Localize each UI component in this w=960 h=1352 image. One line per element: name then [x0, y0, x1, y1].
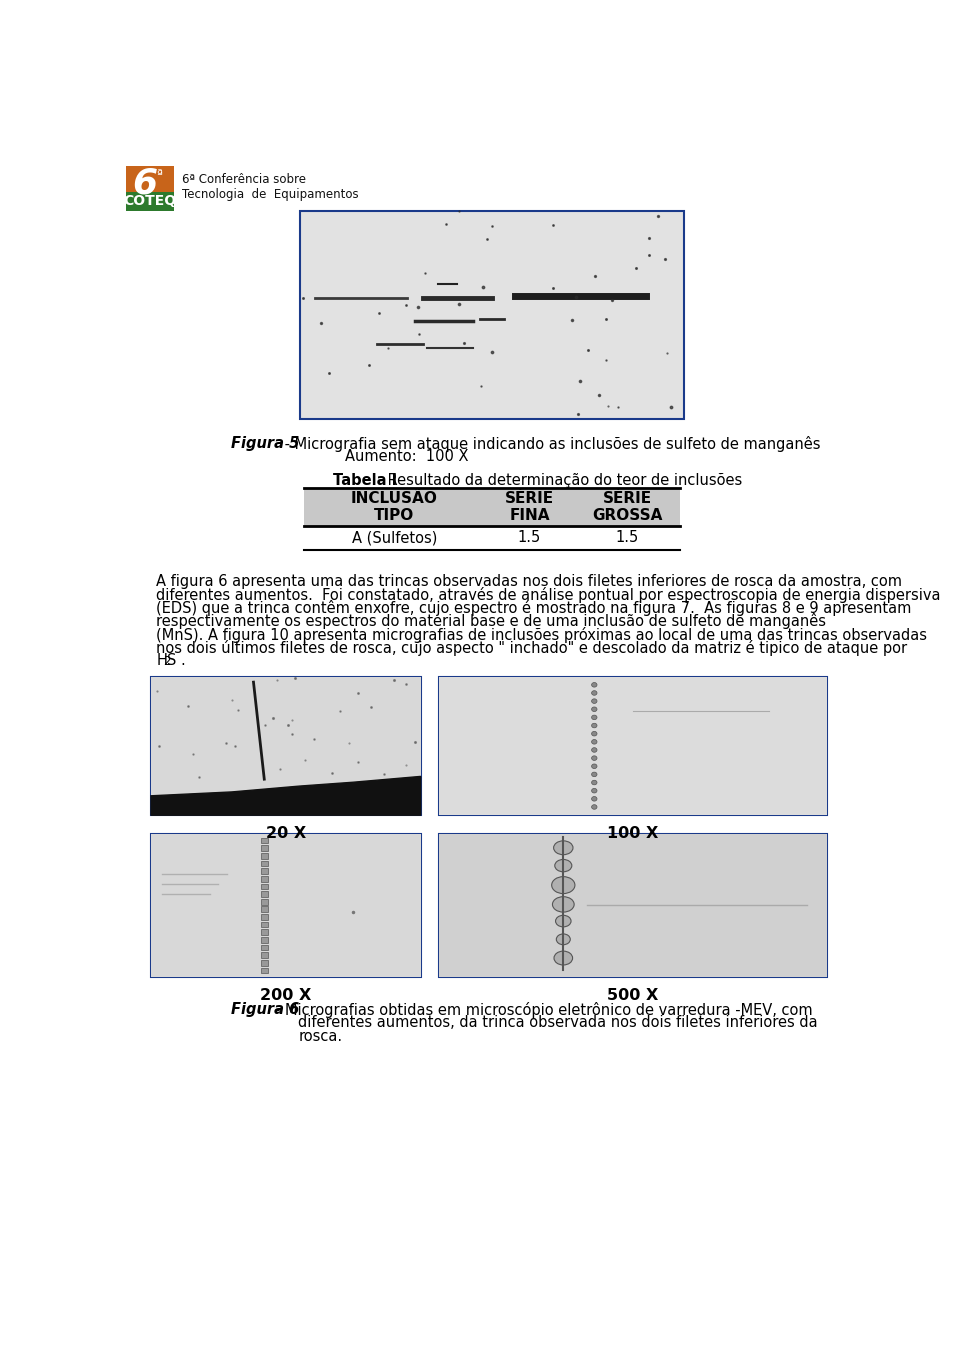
Text: 20 X: 20 X	[266, 826, 306, 841]
Ellipse shape	[591, 740, 597, 744]
Ellipse shape	[554, 950, 572, 965]
Bar	[261, 845, 268, 850]
Ellipse shape	[552, 876, 575, 894]
Text: 500 X: 500 X	[608, 988, 659, 1003]
Bar	[261, 906, 268, 913]
Text: nos dois últimos filetes de rosca, cujo aspecto " inchado" e descolado da matriz: nos dois últimos filetes de rosca, cujo …	[156, 639, 907, 656]
Ellipse shape	[591, 731, 597, 735]
Text: 100 X: 100 X	[608, 826, 659, 841]
Ellipse shape	[552, 896, 574, 913]
Text: (EDS) que a trinca contêm enxofre, cujo espectro é mostrado na figura 7.  As fig: (EDS) que a trinca contêm enxofre, cujo …	[156, 600, 912, 617]
Text: SÉRIE
FINA: SÉRIE FINA	[505, 491, 554, 523]
Text: Tabela I: Tabela I	[333, 473, 397, 488]
Bar	[261, 914, 268, 919]
Text: SÉRIE
GROSSA: SÉRIE GROSSA	[592, 491, 662, 523]
Text: A figura 6 apresenta uma das trincas observadas nos dois filetes inferiores de r: A figura 6 apresenta uma das trincas obs…	[156, 575, 902, 589]
Ellipse shape	[591, 715, 597, 719]
Ellipse shape	[591, 691, 597, 695]
Bar	[261, 853, 268, 859]
Text: 2: 2	[162, 654, 170, 668]
Ellipse shape	[591, 804, 597, 810]
Ellipse shape	[557, 934, 570, 945]
Text: - Micrografias obtidas em microscópio eletrônico de varredura -MEV, com: - Micrografias obtidas em microscópio el…	[275, 1002, 812, 1018]
Text: rosca.: rosca.	[299, 1029, 343, 1044]
Text: (MnS). A figura 10 apresenta micrografias de inclusões próximas ao local de uma : (MnS). A figura 10 apresenta micrografia…	[156, 626, 927, 642]
Text: Tecnologia  de  Equipamentos: Tecnologia de Equipamentos	[182, 188, 359, 201]
Text: diferentes aumentos, da trinca observada nos dois filetes inferiores da: diferentes aumentos, da trinca observada…	[299, 1015, 818, 1030]
Bar	[151, 834, 420, 977]
Bar	[261, 960, 268, 965]
Polygon shape	[151, 776, 420, 815]
Ellipse shape	[591, 707, 597, 711]
Ellipse shape	[555, 860, 572, 872]
Text: H: H	[156, 653, 167, 668]
Text: - Resultado da determinação do teor de inclusões: - Resultado da determinação do teor de i…	[372, 473, 742, 488]
Ellipse shape	[591, 772, 597, 776]
Bar	[440, 676, 827, 815]
Bar	[151, 676, 420, 815]
Bar	[261, 952, 268, 959]
Bar	[261, 868, 268, 873]
Bar	[261, 876, 268, 882]
Bar	[261, 838, 268, 844]
Bar	[304, 488, 680, 526]
Bar	[151, 834, 420, 977]
Bar	[261, 891, 268, 896]
Bar	[261, 945, 268, 950]
Text: Figura 6: Figura 6	[230, 1002, 300, 1017]
Bar	[261, 883, 268, 890]
Bar	[261, 922, 268, 927]
Text: Aumento:  100 X: Aumento: 100 X	[345, 449, 468, 465]
Bar	[261, 937, 268, 942]
Text: 1.5: 1.5	[615, 530, 638, 545]
Bar	[440, 834, 827, 977]
Ellipse shape	[591, 788, 597, 794]
Ellipse shape	[591, 699, 597, 703]
Ellipse shape	[591, 764, 597, 768]
Bar	[126, 166, 175, 211]
Text: - Micrografia sem ataque indicando as inclusões de sulfeto de manganês: - Micrografia sem ataque indicando as in…	[280, 435, 821, 452]
Text: diferentes aumentos.  Foi constatado, através de análise pontual por espectrosco: diferentes aumentos. Foi constatado, atr…	[156, 587, 941, 603]
Bar	[261, 929, 268, 936]
Ellipse shape	[591, 683, 597, 687]
Ellipse shape	[591, 796, 597, 802]
Text: COTEQ: COTEQ	[124, 193, 177, 208]
Ellipse shape	[591, 723, 597, 727]
Ellipse shape	[556, 915, 571, 927]
Ellipse shape	[554, 841, 573, 854]
Ellipse shape	[591, 780, 597, 784]
Text: ª: ª	[156, 168, 162, 181]
Bar	[440, 834, 827, 977]
Ellipse shape	[591, 756, 597, 760]
Text: S .: S .	[167, 653, 186, 668]
Text: 200 X: 200 X	[260, 988, 312, 1003]
Ellipse shape	[591, 748, 597, 752]
Text: 6ª Conferência sobre: 6ª Conferência sobre	[182, 173, 306, 187]
Bar	[126, 192, 175, 211]
Text: Figura 5: Figura 5	[230, 435, 300, 450]
Bar	[151, 676, 420, 815]
Bar	[261, 899, 268, 904]
Text: 1.5: 1.5	[517, 530, 541, 545]
Text: A (Sulfetos): A (Sulfetos)	[351, 530, 437, 545]
Bar	[261, 861, 268, 867]
Bar	[440, 676, 827, 815]
Text: INCLUSÃO
TIPO: INCLUSÃO TIPO	[351, 491, 438, 523]
Bar	[300, 211, 684, 419]
Text: respectivamente os espectros do material base e de uma inclusão de sulfeto de ma: respectivamente os espectros do material…	[156, 614, 827, 630]
Text: 6: 6	[132, 166, 157, 200]
Bar	[261, 968, 268, 973]
